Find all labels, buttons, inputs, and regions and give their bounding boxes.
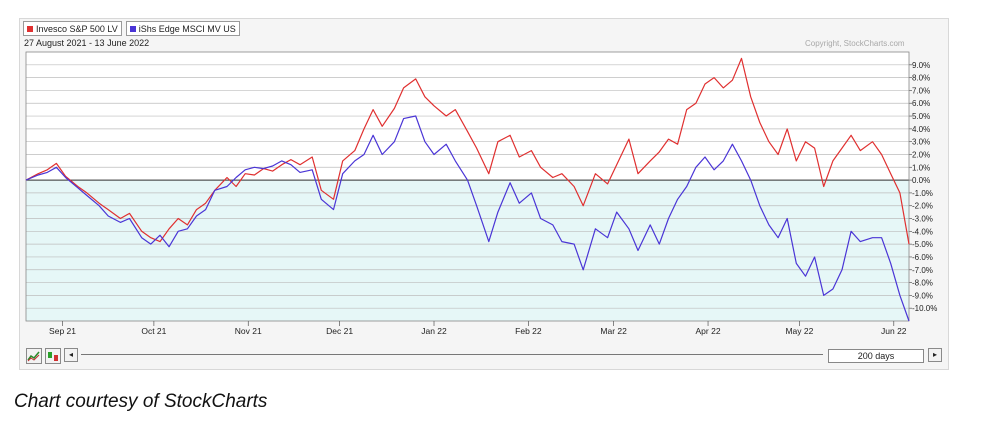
series-line-ishares (25, 115, 910, 322)
legend-label: iShs Edge MSCI MV US (138, 23, 236, 34)
y-tick-label: 9.0% (912, 61, 930, 70)
series-line-invesco (25, 57, 910, 245)
chart-type-bar-icon[interactable] (45, 348, 61, 364)
y-tick-label: 4.0% (912, 125, 930, 134)
x-tick-label: Dec 21 (326, 326, 353, 336)
x-tick-label: Jan 22 (421, 326, 447, 336)
y-tick-label: 6.0% (912, 99, 930, 108)
chart-type-line-icon[interactable] (26, 348, 42, 364)
legend-label: Invesco S&P 500 LV (36, 23, 118, 34)
y-tick-label: -9.0% (912, 291, 933, 300)
y-tick-label: -1.0% (912, 189, 933, 198)
legend-item-invesco[interactable]: Invesco S&P 500 LV (23, 21, 122, 36)
x-tick-label: Oct 21 (141, 326, 166, 336)
legend-swatch-blue (129, 25, 136, 32)
plot-border (25, 51, 910, 322)
y-tick-label: -4.0% (912, 227, 933, 236)
y-tick-label: -7.0% (912, 266, 933, 275)
x-tick-label: Jun 22 (881, 326, 907, 336)
legend: Invesco S&P 500 LV iShs Edge MSCI MV US (19, 18, 240, 41)
y-tick-label: 0.0% (912, 176, 930, 185)
y-tick-label: -3.0% (912, 215, 933, 224)
legend-swatch-red (27, 25, 33, 32)
x-tick-label: Mar 22 (600, 326, 627, 336)
x-tick-label: Sep 21 (49, 326, 76, 336)
y-tick-label: 3.0% (912, 138, 930, 147)
y-tick-label: -10.0% (912, 304, 937, 313)
copyright-text: Copyright, StockCharts.com (805, 39, 905, 48)
y-tick-label: -8.0% (912, 279, 933, 288)
y-tick-label: 5.0% (912, 112, 930, 121)
scroll-left-button[interactable]: ◂ (64, 348, 78, 362)
y-tick-label: -2.0% (912, 202, 933, 211)
y-tick-label: -5.0% (912, 240, 933, 249)
below-zero-fill (26, 180, 909, 321)
x-tick-label: Apr 22 (696, 326, 721, 336)
scroll-right-button[interactable]: ▸ (928, 348, 942, 362)
x-tick-label: Feb 22 (515, 326, 542, 336)
legend-item-ishares[interactable]: iShs Edge MSCI MV US (125, 21, 240, 36)
x-tick-label: Nov 21 (235, 326, 262, 336)
date-range-label: 27 August 2021 - 13 June 2022 (24, 38, 150, 48)
chart-caption: Chart courtesy of StockCharts (14, 391, 268, 412)
timeline-slider-track[interactable] (81, 354, 823, 355)
y-tick-label: 1.0% (912, 163, 930, 172)
range-selector[interactable]: 200 days (828, 349, 924, 363)
y-tick-label: 8.0% (912, 74, 930, 83)
x-tick-label: May 22 (785, 326, 813, 336)
y-tick-label: 2.0% (912, 150, 930, 159)
y-tick-label: -6.0% (912, 253, 933, 262)
y-tick-label: 7.0% (912, 86, 930, 95)
